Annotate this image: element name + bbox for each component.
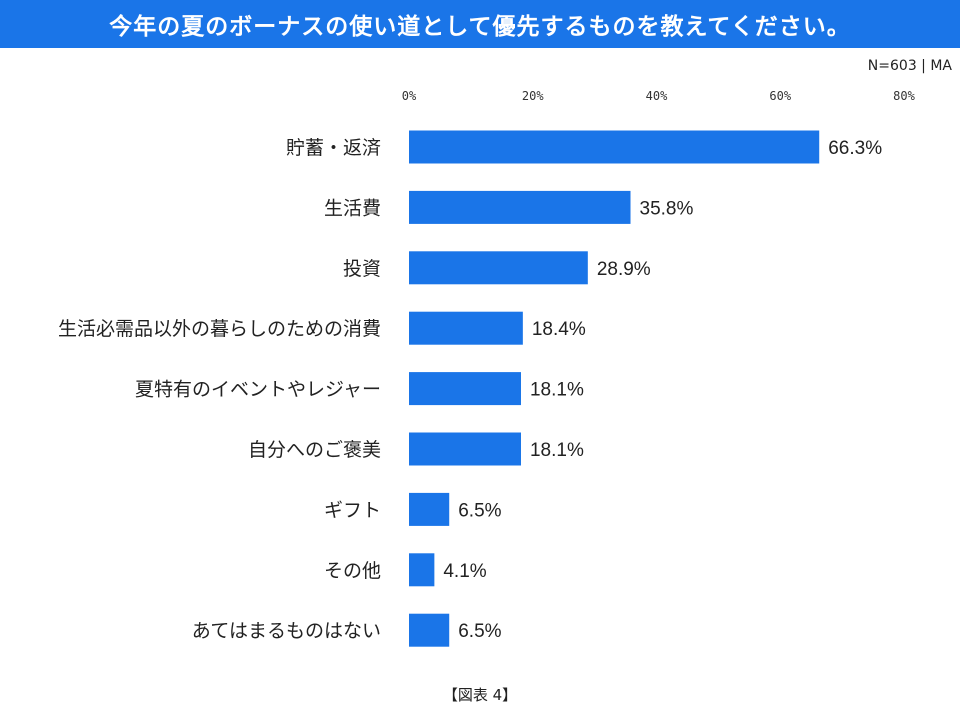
category-label: 生活費 [324, 197, 381, 219]
x-tick-label: 80% [893, 89, 915, 103]
category-label: あてはまるものはない [192, 620, 381, 642]
value-label: 28.9% [597, 259, 651, 280]
bar [409, 311, 523, 345]
x-tick-label: 0% [402, 89, 417, 103]
bar [409, 492, 450, 526]
category-label: 投資 [343, 258, 381, 280]
category-label: 夏特有のイベントやレジャー [135, 379, 381, 401]
bar [409, 372, 521, 406]
bars-group: 貯蓄・返済 66.3% 生活費 35.8% 投資 28.9% 生活必需品以外の暮らしのための… [58, 130, 882, 647]
x-tick-label: 40% [646, 89, 668, 103]
bar [409, 432, 521, 466]
value-label: 6.5% [458, 500, 501, 521]
value-label: 18.4% [532, 319, 586, 340]
chart-title: 今年の夏のボーナスの使い道として優先するものを教えてください。 [0, 0, 960, 48]
category-label: その他 [324, 560, 381, 582]
figure-caption: 【図表 4】 [442, 686, 518, 704]
bar [409, 130, 820, 164]
x-axis-ticks: 0% 20% 40% 60% 80% [402, 89, 916, 103]
category-label: 自分へのご褒美 [248, 439, 381, 461]
bar [409, 251, 588, 285]
value-label: 66.3% [828, 138, 882, 159]
value-label: 18.1% [530, 380, 584, 401]
bar [409, 553, 435, 587]
value-label: 4.1% [443, 561, 486, 582]
bar [409, 190, 631, 224]
category-label: 貯蓄・返済 [286, 137, 381, 159]
sample-size-note: N=603 | MA [867, 58, 952, 74]
x-tick-label: 60% [769, 89, 791, 103]
category-label: 生活必需品以外の暮らしのための消費 [58, 318, 381, 340]
value-label: 6.5% [458, 621, 501, 642]
value-label: 35.8% [640, 198, 694, 219]
value-label: 18.1% [530, 440, 584, 461]
category-label: ギフト [324, 499, 381, 521]
bar [409, 613, 450, 647]
x-tick-label: 20% [522, 89, 544, 103]
